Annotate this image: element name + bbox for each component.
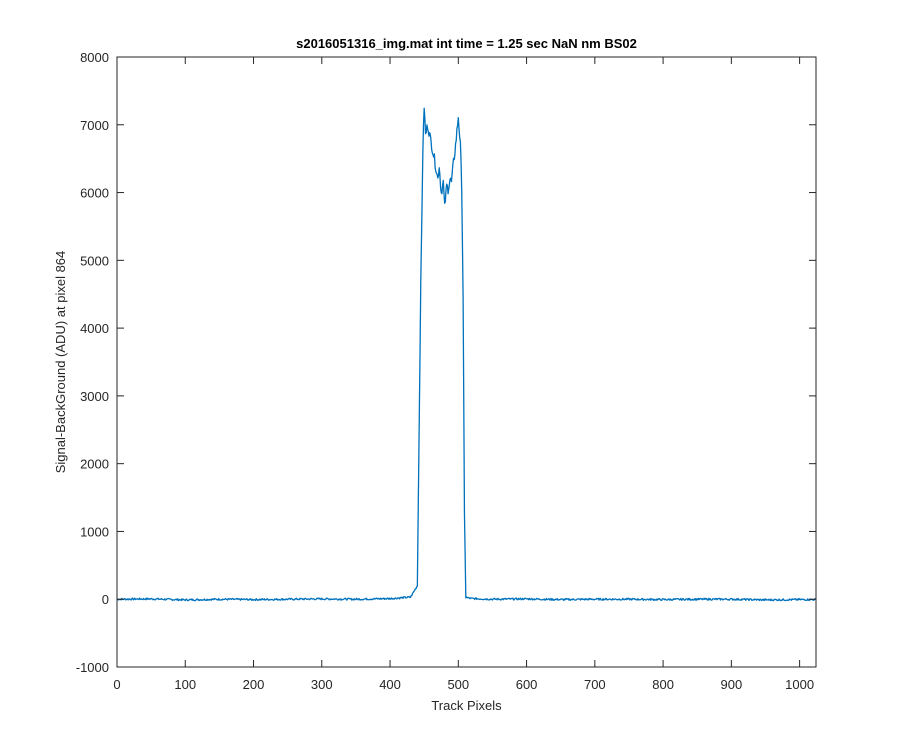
y-tick-label: 3000 (80, 389, 109, 404)
y-tick-label: 8000 (80, 50, 109, 65)
axes-box (116, 56, 817, 668)
x-tick-label: 100 (174, 677, 196, 692)
x-tick-label: 400 (379, 677, 401, 692)
y-tick-label: 0 (102, 592, 109, 607)
x-tick-label: 1000 (785, 677, 814, 692)
chart-title: s2016051316_img.mat int time = 1.25 sec … (296, 36, 637, 51)
y-tick-label: 2000 (80, 457, 109, 472)
series-layer (116, 107, 817, 602)
x-tick-label: 700 (584, 677, 606, 692)
plot-area (117, 57, 816, 667)
x-axis-label: Track Pixels (431, 698, 502, 713)
x-tick-label: 200 (243, 677, 265, 692)
x-tick-label: 800 (652, 677, 674, 692)
ticks-layer: 0 100 200 300 400 500 600 700 800 900 1000 -1000 0 10… (76, 50, 816, 692)
x-tick-label: 900 (721, 677, 743, 692)
y-tick-label: 1000 (80, 524, 109, 539)
x-tick-label: 300 (311, 677, 333, 692)
y-tick-label: 4000 (80, 321, 109, 336)
y-tick-label: 5000 (80, 253, 109, 268)
x-tick-label: 600 (516, 677, 538, 692)
y-tick-label: 6000 (80, 186, 109, 201)
series-line-0 (116, 107, 817, 602)
y-axis-label: Signal-BackGround (ADU) at pixel 864 (53, 251, 68, 474)
y-tick-label: -1000 (76, 660, 109, 675)
x-tick-label: 0 (113, 677, 120, 692)
x-tick-label: 500 (447, 677, 469, 692)
y-tick-label: 7000 (80, 118, 109, 133)
